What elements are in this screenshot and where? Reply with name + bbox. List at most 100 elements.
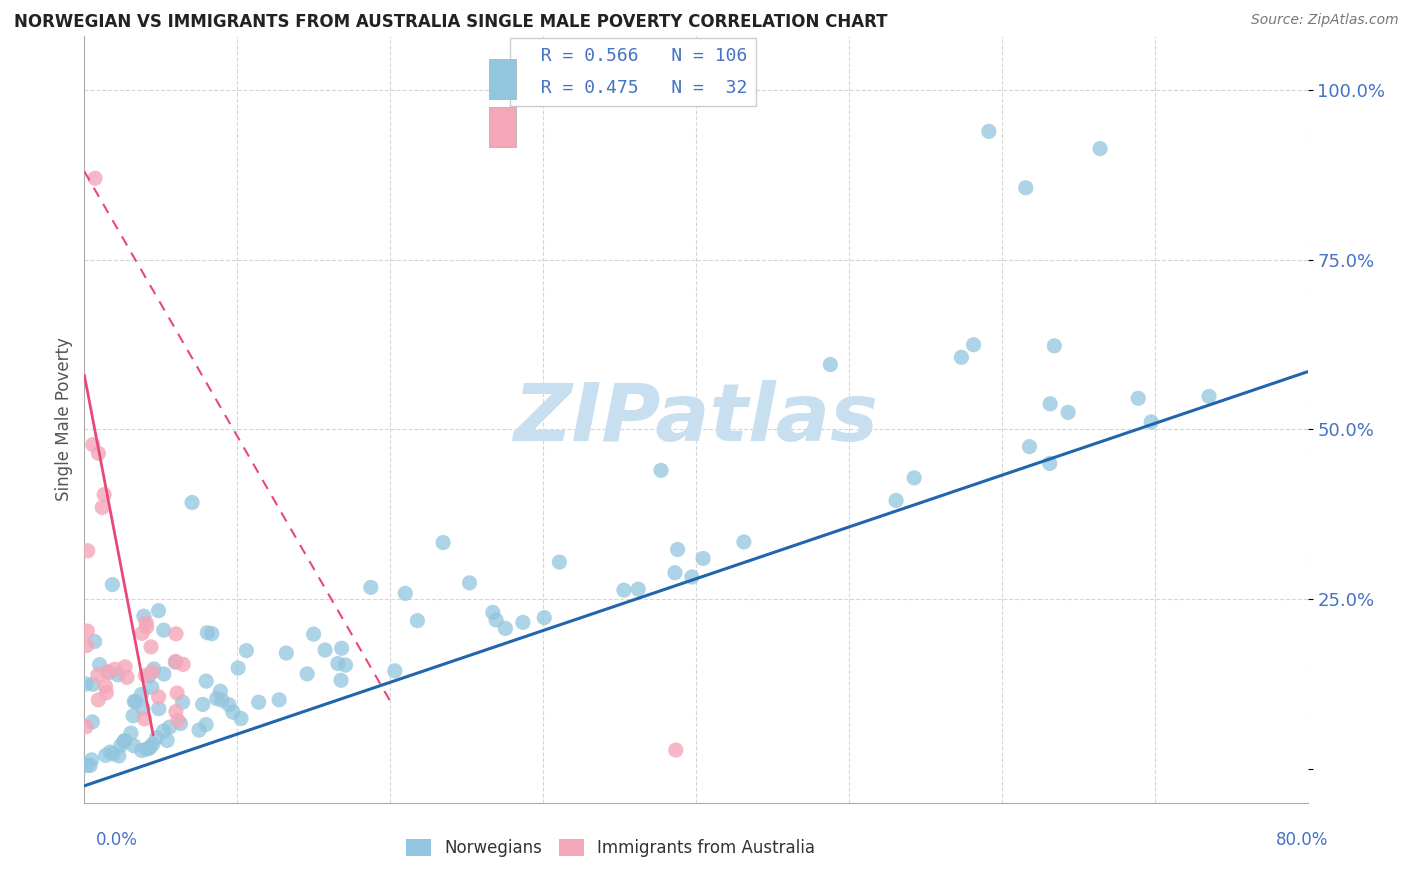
Point xyxy=(108,748,131,763)
Point xyxy=(1198,389,1220,403)
Point xyxy=(169,716,191,731)
Point xyxy=(135,615,157,630)
Point xyxy=(141,681,163,695)
Point xyxy=(138,741,160,756)
Point xyxy=(665,743,688,757)
FancyBboxPatch shape xyxy=(489,107,516,147)
Point xyxy=(167,714,190,728)
Point xyxy=(1043,339,1066,353)
Point xyxy=(613,583,636,598)
Point xyxy=(148,690,170,704)
Text: ZIPatlas: ZIPatlas xyxy=(513,380,879,458)
Point xyxy=(139,640,162,654)
Point xyxy=(97,665,120,680)
Point xyxy=(330,673,353,688)
Point xyxy=(138,669,160,683)
Point xyxy=(191,698,214,712)
Point xyxy=(269,692,291,706)
Point xyxy=(145,731,167,745)
Point xyxy=(205,691,228,706)
Point xyxy=(142,737,165,751)
Point xyxy=(98,745,121,759)
Point xyxy=(962,337,984,351)
Point xyxy=(152,624,174,638)
Point xyxy=(114,660,136,674)
Point xyxy=(681,570,703,584)
Point xyxy=(406,614,429,628)
Point xyxy=(125,695,148,709)
Text: 0.0%: 0.0% xyxy=(96,831,138,849)
Point xyxy=(79,758,101,772)
Point xyxy=(112,734,135,748)
Point xyxy=(172,695,194,709)
Point xyxy=(302,627,325,641)
Point xyxy=(83,634,105,648)
Point xyxy=(135,620,157,634)
Point xyxy=(218,698,240,712)
Point xyxy=(94,748,117,763)
Point xyxy=(903,471,925,485)
Point xyxy=(87,668,110,682)
Point xyxy=(87,693,110,707)
Point xyxy=(165,627,187,641)
Point xyxy=(131,626,153,640)
Point xyxy=(820,358,842,372)
Point xyxy=(122,739,145,753)
Point xyxy=(104,662,127,676)
Point xyxy=(884,493,907,508)
Point xyxy=(132,701,155,715)
Point xyxy=(134,668,156,682)
Point xyxy=(82,677,104,691)
Point xyxy=(326,657,349,671)
Point xyxy=(229,711,252,725)
Point xyxy=(276,646,298,660)
Point xyxy=(950,351,973,365)
Text: NORWEGIAN VS IMMIGRANTS FROM AUSTRALIA SINGLE MALE POVERTY CORRELATION CHART: NORWEGIAN VS IMMIGRANTS FROM AUSTRALIA S… xyxy=(14,13,887,31)
Point xyxy=(195,625,218,640)
Point xyxy=(977,124,1000,138)
Point xyxy=(101,747,124,761)
Point xyxy=(120,726,142,740)
Legend: Norwegians, Immigrants from Australia: Norwegians, Immigrants from Australia xyxy=(399,832,821,863)
Point xyxy=(548,555,571,569)
Point xyxy=(188,723,211,737)
Point xyxy=(664,566,686,580)
Point xyxy=(82,714,104,729)
Point xyxy=(1057,405,1080,419)
Point xyxy=(650,463,672,477)
Point xyxy=(107,667,129,681)
Point xyxy=(122,708,145,723)
Point xyxy=(76,639,98,653)
Point xyxy=(115,670,138,684)
Y-axis label: Single Male Poverty: Single Male Poverty xyxy=(55,337,73,501)
Point xyxy=(235,643,257,657)
Point xyxy=(153,667,176,681)
Point xyxy=(76,543,98,558)
Point xyxy=(148,604,170,618)
Point xyxy=(166,686,188,700)
Point xyxy=(627,582,650,597)
Point xyxy=(75,720,97,734)
Point xyxy=(209,684,232,698)
Point xyxy=(96,665,118,679)
Point xyxy=(84,171,107,186)
Point xyxy=(101,577,124,591)
Point xyxy=(458,575,481,590)
Point xyxy=(165,655,187,669)
Point xyxy=(156,733,179,747)
FancyBboxPatch shape xyxy=(489,60,516,99)
Point xyxy=(360,581,382,595)
Point xyxy=(141,665,163,679)
Point xyxy=(226,661,249,675)
Point xyxy=(222,705,245,719)
Point xyxy=(94,679,117,693)
Point xyxy=(82,437,104,451)
Point xyxy=(181,495,204,509)
Point xyxy=(135,742,157,756)
Point xyxy=(485,613,508,627)
Point xyxy=(122,694,145,708)
Point xyxy=(76,624,98,638)
Point xyxy=(139,740,162,755)
Point xyxy=(80,753,103,767)
Point xyxy=(384,664,406,678)
